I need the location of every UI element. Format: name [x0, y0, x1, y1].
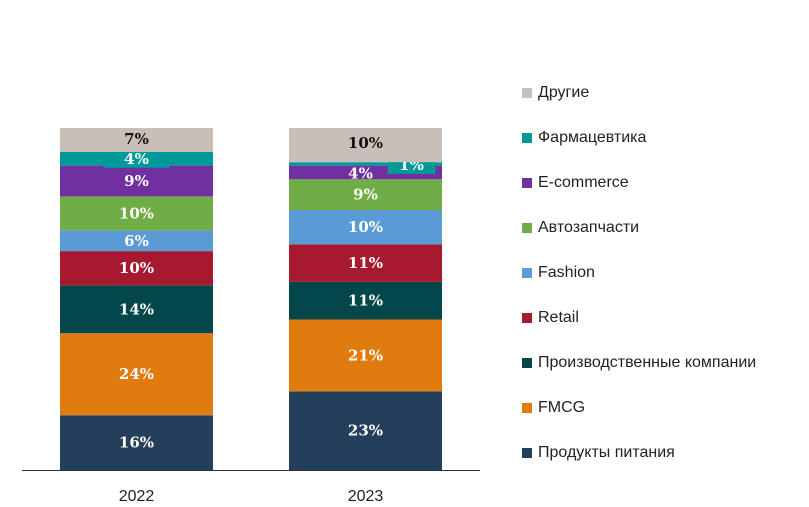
data-label: 24% [119, 365, 154, 383]
bar-segment [289, 244, 442, 282]
legend-swatch [522, 358, 532, 368]
x-tick-label: 2022 [118, 488, 155, 505]
bar-segment [289, 128, 442, 163]
data-label: 10% [119, 259, 154, 277]
bar-segment [289, 210, 442, 245]
bar-segment [289, 319, 442, 392]
bar-segment [289, 281, 442, 320]
legend-swatch [522, 268, 532, 278]
bar-segment [60, 165, 213, 197]
bar-segment [60, 415, 213, 470]
data-label: 4% [124, 150, 149, 168]
bar-segment [60, 128, 213, 152]
data-label: 21% [348, 346, 383, 364]
legend-item: E-commerce [522, 174, 629, 192]
bar-segment [60, 285, 213, 334]
data-label: 10% [119, 205, 154, 223]
data-label: 10% [348, 218, 383, 236]
bar-segment [289, 162, 442, 166]
legend-label: Фармацевтика [538, 129, 647, 146]
bar-segment [60, 230, 213, 252]
legend-label: E-commerce [538, 174, 629, 191]
legend-swatch [522, 313, 532, 323]
legend-label: Другие [538, 84, 590, 101]
legend-label: Автозапчасти [538, 219, 640, 236]
data-label: 16% [119, 434, 154, 452]
legend-label: Retail [538, 309, 579, 326]
legend-swatch [522, 223, 532, 233]
legend-item: Производственные компании [522, 354, 756, 372]
data-label: 11% [348, 254, 383, 272]
data-label: 10% [348, 134, 383, 152]
legend-label: Fashion [538, 264, 595, 281]
data-label: 11% [348, 292, 383, 310]
legend-item: Retail [522, 309, 579, 327]
legend-swatch [522, 448, 532, 458]
bar-segment [289, 179, 442, 211]
x-tick-label: 2023 [347, 488, 384, 505]
legend-item: Автозапчасти [522, 219, 639, 237]
bar-segment [60, 251, 213, 286]
bar-segment [60, 196, 213, 231]
data-label: 9% [353, 186, 378, 204]
data-label: 9% [124, 172, 149, 190]
data-label: 4% [348, 164, 373, 182]
legend-swatch [522, 178, 532, 188]
data-label: 6% [124, 232, 149, 250]
legend-item: Продукты питания [522, 444, 675, 462]
legend-label: Продукты питания [538, 444, 675, 461]
data-label: 7% [124, 130, 149, 148]
legend-item: Фармацевтика [522, 129, 646, 147]
legend-item: FMCG [522, 399, 585, 417]
data-label: 14% [119, 300, 154, 318]
legend-swatch [522, 133, 532, 143]
data-label: 23% [348, 422, 383, 440]
label-box [103, 147, 170, 168]
legend-item: Fashion [522, 264, 595, 282]
legend-label: FMCG [538, 399, 586, 416]
legend-swatch [522, 403, 532, 413]
legend-label: Производственные компании [538, 354, 757, 371]
legend-item: Другие [522, 84, 589, 102]
bar-segment [60, 333, 213, 416]
legend-swatch [522, 88, 532, 98]
bar-segment [289, 391, 442, 470]
